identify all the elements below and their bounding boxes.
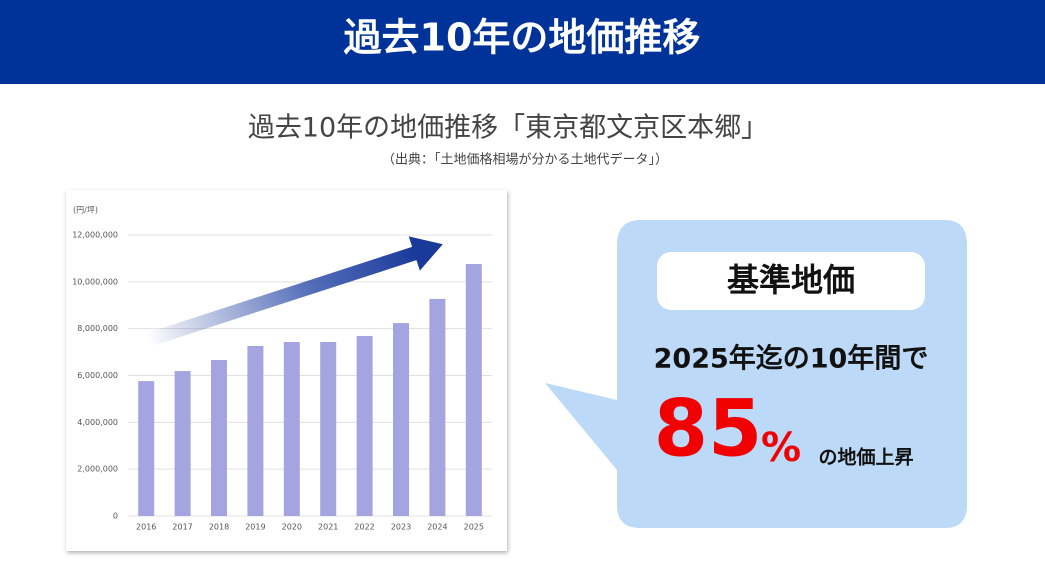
y-unit: (円/坪) [73, 206, 98, 215]
header-bar [0, 0, 1045, 84]
trend-arrow [145, 236, 443, 347]
x-tick-label: 2023 [391, 523, 411, 532]
y-tick-label: 6,000,000 [77, 371, 118, 380]
callout-suffix: の地価上昇 [818, 446, 913, 469]
y-tick-label: 10,000,000 [72, 277, 118, 286]
x-tick-label: 2025 [464, 523, 484, 532]
plot: 0 2,000,000 4,000,000 6,000,000 8,000,000 10,… [72, 231, 492, 532]
callout-rise: 85 [654, 384, 763, 474]
bar [138, 381, 155, 516]
x-tick-label: 2024 [427, 523, 447, 532]
y-tick-label: 4,000,000 [77, 418, 118, 427]
x-tick-label: 2016 [136, 523, 156, 532]
bar [465, 264, 482, 516]
bar [356, 335, 373, 516]
x-tick-label: 2018 [209, 523, 229, 532]
bar [247, 345, 264, 516]
y-tick-label: 8,000,000 [77, 324, 118, 333]
chart-title: 過去10年の地価推移「東京都文京区本郷」 [248, 113, 768, 144]
x-tick-label: 2022 [354, 523, 374, 532]
bar [393, 323, 409, 516]
bar [174, 371, 191, 516]
callout-heading-box [657, 252, 925, 310]
x-tick-label: 2020 [282, 523, 302, 532]
y-tick-label: 12,000,000 [72, 231, 118, 240]
y-tick-label: 0 [113, 512, 118, 521]
x-tick-label: 2019 [245, 523, 265, 532]
y-tick-label: 2,000,000 [77, 465, 118, 474]
callout-heading: 基準地価 [727, 261, 855, 299]
callout-unit: % [761, 425, 801, 471]
x-tick-label: 2021 [318, 523, 338, 532]
bar [320, 342, 337, 516]
chart-subtitle: （出典：「土地価格相場が分かる土地代データ」） [382, 152, 668, 168]
bar [211, 360, 227, 516]
callout-line: 2025年迄の10年間で [654, 343, 929, 375]
bar [429, 298, 446, 516]
bar [283, 342, 300, 516]
header-title: 過去10年の地価推移 [344, 16, 701, 60]
x-tick-label: 2017 [172, 523, 192, 532]
